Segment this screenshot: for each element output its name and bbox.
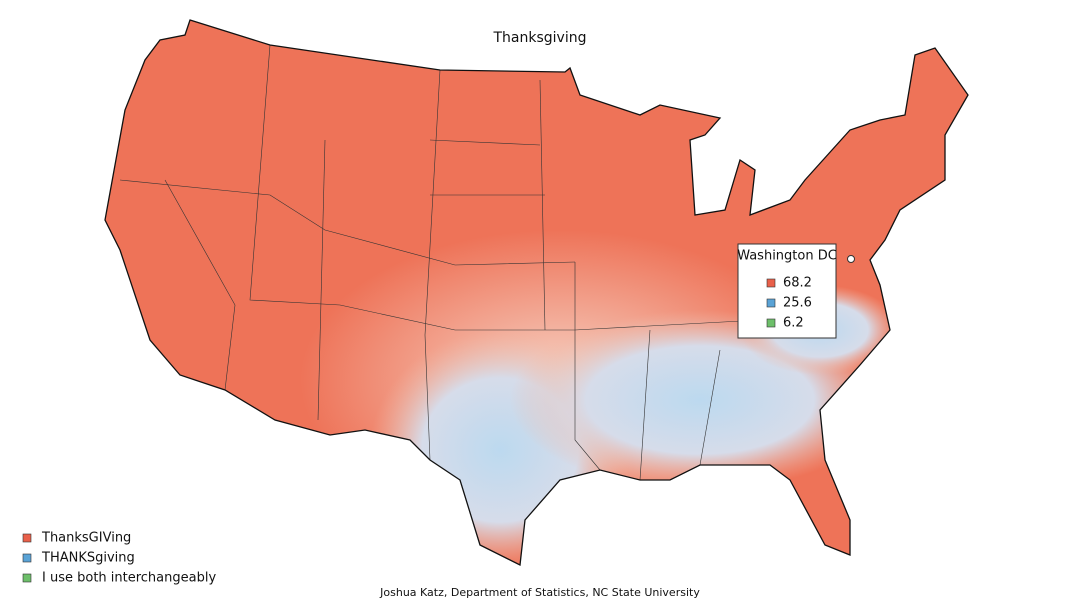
- tooltip-box: [737, 243, 837, 339]
- tooltip-swatch: [766, 278, 776, 288]
- tooltip: Washington DC 68.2 25.6 6.2: [737, 243, 837, 339]
- map-title: Thanksgiving: [493, 30, 587, 46]
- tooltip-location: Washington DC: [737, 249, 837, 264]
- location-marker[interactable]: [847, 255, 855, 263]
- legend-label[interactable]: ThanksGIVing: [41, 531, 131, 546]
- legend-swatch[interactable]: [22, 553, 32, 563]
- tooltip-swatch: [766, 318, 776, 328]
- us-outline: [104, 19, 969, 566]
- tooltip-value: 25.6: [783, 296, 812, 311]
- tooltip-value: 6.2: [783, 316, 804, 331]
- credit: Joshua Katz, Department of Statistics, N…: [379, 586, 700, 599]
- legend-swatch[interactable]: [22, 533, 32, 543]
- legend-swatch[interactable]: [22, 573, 32, 583]
- legend-label[interactable]: I use both interchangeably: [42, 571, 216, 586]
- tooltip-value: 68.2: [783, 276, 812, 291]
- tooltip-swatch: [766, 298, 776, 308]
- legend: ThanksGIVing THANKSgiving I use both inter…: [22, 531, 216, 586]
- state-lines: [119, 44, 761, 481]
- legend-label[interactable]: THANKSgiving: [41, 551, 135, 566]
